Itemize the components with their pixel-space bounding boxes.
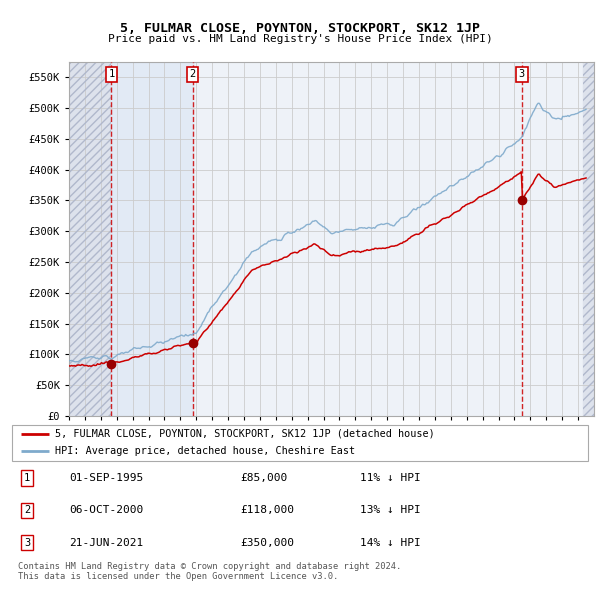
Text: 21-JUN-2021: 21-JUN-2021 — [69, 538, 143, 548]
Text: HPI: Average price, detached house, Cheshire East: HPI: Average price, detached house, Ches… — [55, 446, 355, 456]
Text: 11% ↓ HPI: 11% ↓ HPI — [360, 473, 421, 483]
Text: 5, FULMAR CLOSE, POYNTON, STOCKPORT, SK12 1JP: 5, FULMAR CLOSE, POYNTON, STOCKPORT, SK1… — [120, 22, 480, 35]
Bar — [69, 62, 112, 416]
Text: 01-SEP-1995: 01-SEP-1995 — [69, 473, 143, 483]
Text: Price paid vs. HM Land Registry's House Price Index (HPI): Price paid vs. HM Land Registry's House … — [107, 34, 493, 44]
Text: 3: 3 — [24, 538, 30, 548]
Text: 5, FULMAR CLOSE, POYNTON, STOCKPORT, SK12 1JP (detached house): 5, FULMAR CLOSE, POYNTON, STOCKPORT, SK1… — [55, 429, 435, 439]
Text: £118,000: £118,000 — [240, 506, 294, 515]
Bar — [112, 62, 193, 416]
Text: 1: 1 — [109, 70, 115, 79]
Text: 06-OCT-2000: 06-OCT-2000 — [69, 506, 143, 515]
Bar — [583, 62, 594, 416]
Text: 2: 2 — [24, 506, 30, 515]
Bar — [583, 62, 594, 416]
Bar — [69, 62, 112, 416]
FancyBboxPatch shape — [12, 425, 588, 461]
Text: 1: 1 — [24, 473, 30, 483]
Text: 3: 3 — [519, 70, 525, 79]
Text: This data is licensed under the Open Government Licence v3.0.: This data is licensed under the Open Gov… — [18, 572, 338, 581]
Text: 14% ↓ HPI: 14% ↓ HPI — [360, 538, 421, 548]
Text: £350,000: £350,000 — [240, 538, 294, 548]
Text: 2: 2 — [190, 70, 196, 79]
Text: 13% ↓ HPI: 13% ↓ HPI — [360, 506, 421, 515]
Text: £85,000: £85,000 — [240, 473, 287, 483]
Text: Contains HM Land Registry data © Crown copyright and database right 2024.: Contains HM Land Registry data © Crown c… — [18, 562, 401, 571]
